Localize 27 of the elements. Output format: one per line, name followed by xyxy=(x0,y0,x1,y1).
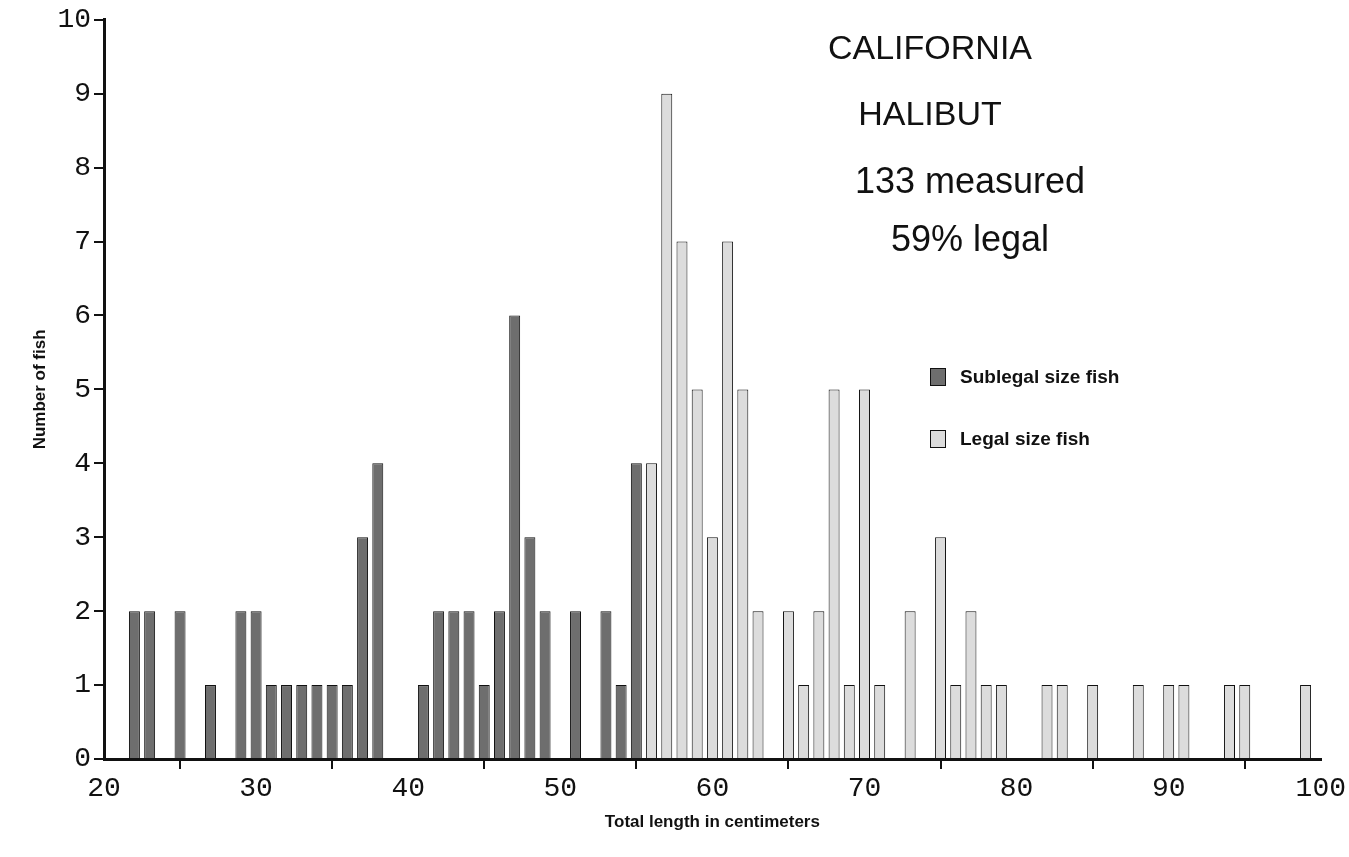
annotation: 133 measured xyxy=(853,159,1087,203)
legend-label: Legal size fish xyxy=(960,428,1090,450)
y-axis-title: Number of fish xyxy=(29,329,49,450)
y-tick-label: 10 xyxy=(57,4,92,36)
x-tick-label: 70 xyxy=(847,773,882,805)
y-tick-label: 1 xyxy=(74,669,92,701)
annotation: 59% legal xyxy=(889,217,1051,261)
y-tick-label: 4 xyxy=(74,447,92,479)
x-tick-label: 30 xyxy=(239,773,273,805)
y-tick-label: 8 xyxy=(74,152,92,184)
x-tick-label: 100 xyxy=(1295,773,1347,805)
x-tick-label: 90 xyxy=(1151,773,1186,805)
y-tick-label: 5 xyxy=(74,373,92,405)
x-tick-label: 20 xyxy=(87,773,121,805)
x-tick-label: 40 xyxy=(391,773,426,805)
y-tick-label: 2 xyxy=(74,595,92,627)
y-tick-label: 6 xyxy=(74,299,92,331)
x-axis-title: Total length in centimeters xyxy=(604,812,820,832)
text: CALIFORNIA HALIBUT xyxy=(826,27,1033,134)
y-tick-label: 9 xyxy=(74,78,92,110)
y-tick-label: 7 xyxy=(74,225,92,257)
x-tick-label: 50 xyxy=(543,773,578,805)
legend-label: Sublegal size fish xyxy=(960,366,1120,388)
x-tick-label: 60 xyxy=(695,773,730,805)
y-tick-label: 0 xyxy=(74,743,92,775)
x-tick-label: 80 xyxy=(999,773,1034,805)
y-tick-label: 3 xyxy=(74,521,92,553)
